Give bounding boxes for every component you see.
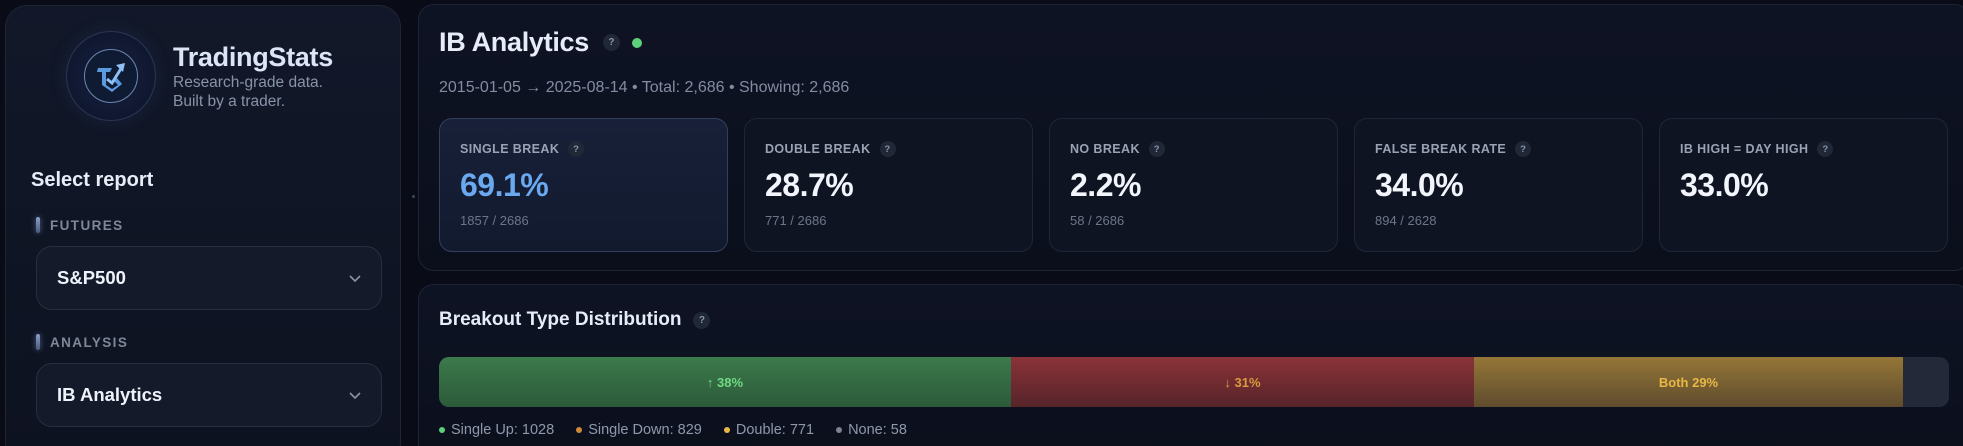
legend-dot-icon xyxy=(439,427,445,433)
stat-value: 33.0% xyxy=(1680,167,1769,203)
help-icon[interactable]: ? xyxy=(568,141,585,157)
legend-dot-icon xyxy=(723,427,730,433)
chevron-down-icon xyxy=(349,270,361,286)
section-title: Breakout Type Distribution xyxy=(439,309,682,330)
brand-tagline-1: Research-grade data. xyxy=(173,73,323,91)
legend-item-double: Double: 771 xyxy=(723,422,814,438)
logo-badge xyxy=(84,49,138,103)
help-icon[interactable]: ? xyxy=(602,34,620,51)
stat-value: 69.1% xyxy=(460,167,549,203)
stat-card-no-break[interactable]: NO BREAK? 2.2% 58 / 2686 xyxy=(1049,118,1338,252)
status-indicator xyxy=(631,37,642,48)
distribution-panel: Breakout Type Distribution ? ↑ 38% ↓ 31%… xyxy=(418,284,1963,446)
stat-card-single-break[interactable]: SINGLE BREAK? 69.1% 1857 / 2686 xyxy=(439,118,728,252)
distribution-bar: ↑ 38% ↓ 31% Both 29% xyxy=(439,357,1949,407)
help-icon[interactable]: ? xyxy=(1148,141,1165,157)
chevron-down-icon xyxy=(349,387,361,403)
logo xyxy=(66,31,156,121)
trading-logo-icon xyxy=(97,63,125,92)
segment-double[interactable]: Both 29% xyxy=(1474,357,1903,407)
analysis-group-label: ANALYSIS xyxy=(36,334,128,350)
stat-value: 2.2% xyxy=(1070,167,1141,203)
brand[interactable]: TradingStats Research-grade data. Built … xyxy=(66,31,333,121)
page-title: IB Analytics xyxy=(439,27,589,57)
segment-single-up[interactable]: ↑ 38% xyxy=(439,357,1011,407)
group-indicator-icon xyxy=(36,217,40,233)
stat-card-ib-high-day-high[interactable]: IB HIGH = DAY HIGH? 33.0% xyxy=(1659,118,1948,252)
group-indicator-icon xyxy=(36,334,40,350)
summary-panel: IB Analytics ? 2015-01-05 → 2025-08-14 •… xyxy=(418,4,1963,271)
segment-single-down[interactable]: ↓ 31% xyxy=(1011,357,1474,407)
distribution-legend: Single Up: 1028 Single Down: 829 Double:… xyxy=(439,422,907,438)
analysis-dropdown-value: IB Analytics xyxy=(57,384,163,405)
stat-cards: SINGLE BREAK? 69.1% 1857 / 2686 DOUBLE B… xyxy=(439,118,1948,252)
stat-card-false-break-rate[interactable]: FALSE BREAK RATE? 34.0% 894 / 2628 xyxy=(1354,118,1643,252)
help-icon[interactable]: ? xyxy=(1515,141,1532,157)
background-star xyxy=(412,195,415,198)
futures-dropdown[interactable]: S&P500 xyxy=(36,246,382,310)
stat-card-double-break[interactable]: DOUBLE BREAK? 28.7% 771 / 2686 xyxy=(744,118,1033,252)
stat-ratio: 894 / 2628 xyxy=(1375,213,1437,228)
select-report-heading: Select report xyxy=(31,169,154,191)
brand-title: TradingStats xyxy=(173,41,333,72)
legend-item-single-down: Single Down: 829 xyxy=(576,422,702,438)
analysis-dropdown[interactable]: IB Analytics xyxy=(36,363,382,427)
stat-ratio: 1857 / 2686 xyxy=(460,213,529,228)
legend-item-none: None: 58 xyxy=(836,422,907,438)
stat-ratio: 58 / 2686 xyxy=(1070,213,1125,228)
stat-value: 34.0% xyxy=(1375,167,1464,203)
futures-dropdown-value: S&P500 xyxy=(57,267,126,288)
help-icon[interactable]: ? xyxy=(1817,141,1834,157)
segment-none[interactable] xyxy=(1903,357,1949,407)
stat-value: 28.7% xyxy=(765,167,854,203)
futures-group-label: FUTURES xyxy=(36,217,124,233)
help-icon[interactable]: ? xyxy=(693,311,711,329)
date-range-meta: 2015-01-05 → 2025-08-14 • Total: 2,686 •… xyxy=(439,79,850,96)
help-icon[interactable]: ? xyxy=(879,141,896,157)
legend-dot-icon xyxy=(836,427,843,433)
brand-tagline-2: Built by a trader. xyxy=(173,92,286,110)
sidebar: TradingStats Research-grade data. Built … xyxy=(5,5,401,446)
legend-dot-icon xyxy=(576,427,583,433)
stat-ratio: 771 / 2686 xyxy=(765,213,827,228)
legend-item-single-up: Single Up: 1028 xyxy=(439,422,554,438)
